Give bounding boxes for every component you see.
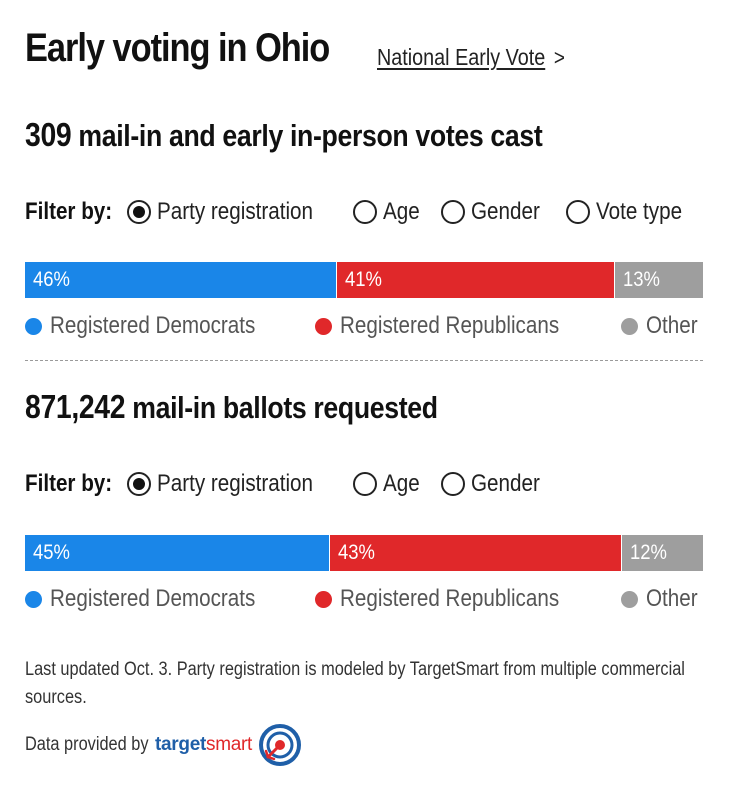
provided-by-label: Data provided by: [25, 734, 149, 755]
header: Early voting in Ohio: [25, 26, 379, 71]
filter-option-party-registration[interactable]: Party registration: [127, 470, 338, 498]
ballots-requested-filter-row: Filter by: Party registration Age Gender: [25, 470, 566, 498]
bar-data-label: 13%: [622, 268, 660, 291]
page-title: Early voting in Ohio: [25, 26, 330, 70]
bar-data-label: 41%: [344, 268, 382, 291]
filter-option-label: Party registration: [157, 470, 314, 497]
legend-item-registered-republicans: Registered Republicans: [314, 585, 595, 613]
filter-option-party-registration[interactable]: Party registration: [127, 198, 338, 226]
legend-item-registered-democrats: Registered Democrats: [25, 585, 289, 613]
bar-segment-registered-democrats: 45%: [25, 535, 331, 571]
votes-cast-bar: 46% 41% 13%: [25, 262, 703, 298]
ballots-requested-filter-wrap: Filter by: Party registration Age Gender: [25, 470, 703, 506]
filter-option-label: Party registration: [157, 198, 314, 225]
bar-data-label: 12%: [629, 541, 667, 564]
radio-button[interactable]: [353, 472, 378, 496]
votes-cast-count: 309: [25, 116, 72, 153]
bar-segment-registered-republicans: 43%: [330, 535, 622, 571]
targetsmart-wordmark: targetsmart: [155, 734, 252, 756]
chevron-right-icon: >: [553, 45, 565, 70]
filter-option-age[interactable]: Age: [353, 198, 426, 226]
footnote-text: Last updated Oct. 3. Party registration …: [25, 659, 685, 708]
legend-label: Registered Republicans: [339, 585, 559, 612]
votes-cast-filter-row: Filter by: Party registration Age Gender Vo…: [25, 198, 711, 226]
votes-cast-chart: 46% 41% 13%: [25, 262, 703, 298]
legend-label: Other: [645, 585, 698, 612]
ballots-requested-section: 871,242 mail-in ballots requested: [25, 388, 703, 426]
radio-button[interactable]: [441, 472, 466, 496]
votes-cast-legend-wrap: Registered Democrats Registered Republica…: [25, 312, 703, 342]
votes-cast-section: 309 mail-in and early in-person votes ca…: [25, 116, 703, 154]
radio-button[interactable]: [127, 200, 151, 224]
bar-data-label: 45%: [33, 541, 70, 564]
legend-label: Registered Democrats: [50, 312, 256, 339]
legend-dot-icon: [620, 317, 638, 335]
section-divider: [25, 360, 703, 361]
legend-dot-icon: [620, 590, 638, 608]
filter-label: Filter by:: [25, 198, 113, 225]
ballots-requested-title: 871,242 mail-in ballots requested: [25, 388, 608, 426]
ballots-requested-legend-wrap: Registered Democrats Registered Republica…: [25, 585, 703, 615]
bar-segment-other: 13%: [614, 262, 703, 298]
legend-label: Registered Republicans: [339, 312, 559, 339]
legend-label: Other: [645, 312, 698, 339]
legend-item-registered-democrats: Registered Democrats: [25, 312, 289, 340]
filter-label: Filter by:: [25, 470, 113, 497]
bar-data-label: 46%: [33, 268, 70, 291]
ballots-requested-bar: 45% 43% 12%: [25, 535, 703, 571]
filter-option-label: Vote type: [596, 198, 683, 225]
votes-cast-legend: Registered Democrats Registered Republica…: [25, 312, 732, 340]
filter-option-age[interactable]: Age: [353, 470, 426, 498]
radio-button[interactable]: [127, 472, 151, 496]
brand-prefix: target: [155, 734, 206, 755]
ballots-requested-legend: Registered Democrats Registered Republica…: [25, 585, 732, 613]
bar-data-label: 43%: [338, 541, 376, 564]
filter-option-label: Age: [383, 470, 421, 497]
legend-dot-icon: [314, 590, 332, 608]
radio-button[interactable]: [353, 200, 378, 224]
filter-option-vote-type[interactable]: Vote type: [566, 198, 696, 226]
legend-dot-icon: [314, 317, 332, 335]
radio-button[interactable]: [441, 200, 466, 224]
data-provider: Data provided by targetsmart: [25, 723, 302, 767]
legend-dot-icon: [25, 590, 42, 608]
filter-option-label: Gender: [471, 198, 540, 225]
ballots-requested-count: 871,242: [25, 388, 126, 425]
votes-cast-filter-wrap: Filter by: Party registration Age Gender Vo…: [25, 198, 703, 234]
filter-option-label: Gender: [471, 470, 540, 497]
filter-option-gender[interactable]: Gender: [441, 198, 551, 226]
ballots-requested-chart: 45% 43% 12%: [25, 535, 703, 571]
legend-label: Registered Democrats: [50, 585, 256, 612]
targetsmart-logo-icon: [259, 724, 302, 766]
legend-item-registered-republicans: Registered Republicans: [314, 312, 595, 340]
ballots-requested-title-text: mail-in ballots requested: [132, 390, 438, 425]
legend-item-other: Other: [620, 312, 706, 340]
bar-segment-registered-republicans: 41%: [336, 262, 615, 298]
legend-dot-icon: [25, 317, 42, 335]
filter-option-gender[interactable]: Gender: [441, 470, 551, 498]
footnote: Last updated Oct. 3. Party registration …: [25, 656, 725, 712]
votes-cast-title: 309 mail-in and early in-person votes ca…: [25, 116, 608, 154]
votes-cast-title-text: mail-in and early in-person votes cast: [78, 118, 543, 153]
national-early-vote-label: National Early Vote: [377, 44, 546, 70]
bar-segment-other: 12%: [621, 535, 703, 571]
filter-option-label: Age: [383, 198, 421, 225]
national-early-vote-link[interactable]: National Early Vote >: [377, 44, 565, 71]
legend-item-other: Other: [620, 585, 706, 613]
brand-suffix: smart: [206, 734, 253, 755]
bar-segment-registered-democrats: 46%: [25, 262, 337, 298]
radio-button[interactable]: [566, 200, 591, 224]
